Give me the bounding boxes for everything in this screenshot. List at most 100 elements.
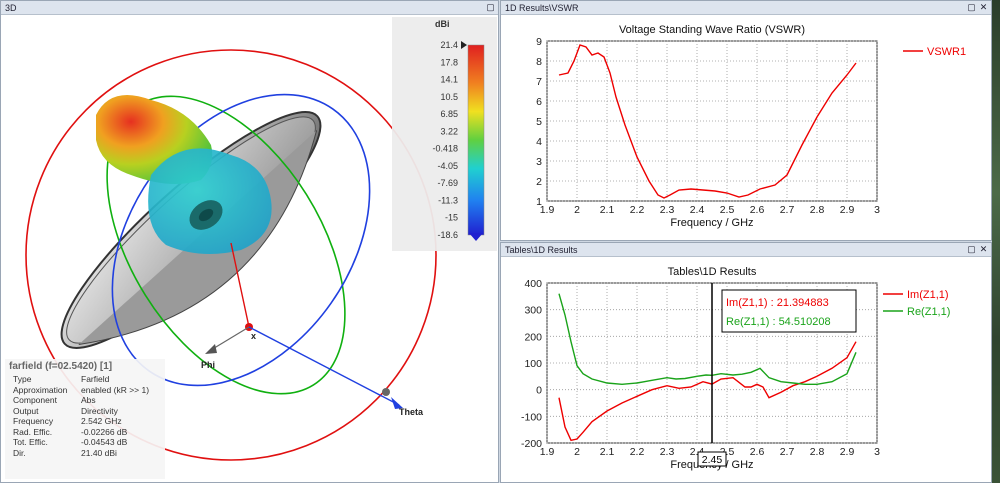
colorbar-bottom-arrow-icon xyxy=(469,233,483,241)
theta-circle-red xyxy=(25,49,437,461)
view-3d-title: 3D xyxy=(5,3,17,13)
info-row: Component Abs xyxy=(5,395,165,406)
phi-label: Phi xyxy=(201,360,215,370)
x-tick-label: 2.8 xyxy=(810,204,825,216)
info-value: Farfield xyxy=(81,374,110,384)
colorbar-ticks: 21.4 17.8 14.1 10.5 6.85 3.22 -0.418 -4.05 -7.69… xyxy=(432,40,458,240)
colorbar-unit: dBi xyxy=(435,19,450,29)
vswr-panel[interactable]: 1D Results\VSWR ▢ ✕ Voltage Standing Wav… xyxy=(500,0,992,241)
view-3d-panel[interactable]: 3D ▢ xyxy=(0,0,499,483)
x-tick-label: 2.1 xyxy=(600,204,615,216)
colorbar-tick-label: -18.6 xyxy=(437,230,458,240)
x-tick-label: 2.8 xyxy=(810,446,825,458)
x-axis-label: x xyxy=(251,331,256,341)
colorbar-tick-label: -4.05 xyxy=(437,161,458,171)
maximize-icon[interactable]: ▢ xyxy=(967,2,976,12)
theta-axis-line xyxy=(248,326,400,406)
y-tick-label: 6 xyxy=(536,96,542,108)
info-row: Tot. Effic. -0.04543 dB xyxy=(5,437,165,448)
chart-title: Tables\1D Results xyxy=(668,266,757,278)
maximize-icon[interactable]: ▢ xyxy=(967,244,976,254)
info-row: Type Farfield xyxy=(5,374,165,385)
info-value: enabled (kR >> 1) xyxy=(81,384,150,395)
y-tick-label: 9 xyxy=(536,36,542,48)
info-value: 2.542 GHz xyxy=(81,416,122,426)
farfield-info-box: farfield (f=02.5420) [1] Type Farfield App… xyxy=(5,359,165,479)
colorbar-tick-label: 14.1 xyxy=(440,75,458,85)
theta-arrow-icon xyxy=(391,397,403,409)
info-row: Output Directivity xyxy=(5,406,165,417)
farfield-3d-view[interactable]: x Phi Theta dBi 21.4 17.8 14.1 10.5 6.85 3.22… xyxy=(1,15,499,483)
marker-x-box xyxy=(697,451,727,467)
y-tick-label: 0 xyxy=(536,385,542,397)
colorbar-tick-label: 6.85 xyxy=(440,109,458,119)
info-value: -0.04543 dB xyxy=(81,437,128,447)
colorbar-tick-label: -11.3 xyxy=(438,195,458,205)
tables-panel[interactable]: Tables\1D Results ▢ ✕ Tables\1D Results 1… xyxy=(500,242,992,483)
y-tick-label: -100 xyxy=(521,411,542,423)
chart-title: Voltage Standing Wave Ratio (VSWR) xyxy=(619,24,805,36)
series-line[interactable] xyxy=(558,44,857,199)
info-key: Type xyxy=(13,374,32,384)
y-tick-label: 100 xyxy=(524,358,542,370)
maximize-icon[interactable]: ▢ xyxy=(486,2,495,12)
x-tick-label: 1.9 xyxy=(540,446,555,458)
x-tick-label: 3 xyxy=(874,204,880,216)
info-key: Component xyxy=(13,395,57,405)
theta-marker xyxy=(382,388,390,396)
x-tick-label: 2 xyxy=(574,204,580,216)
x-axis-label: Frequency / GHz xyxy=(670,217,753,229)
x-tick-label: 2.4 xyxy=(690,204,705,216)
marker-x-label: 2.45 xyxy=(702,454,723,466)
close-icon[interactable]: ✕ xyxy=(979,244,988,254)
x-tick-label: 2.6 xyxy=(750,204,765,216)
info-title: farfield (f=02.5420) [1] xyxy=(9,361,113,372)
x-tick-label: 2.2 xyxy=(630,446,645,458)
series-line[interactable] xyxy=(558,293,857,386)
colorbar-tick-label: 21.4 xyxy=(440,40,458,50)
marker-re-readout: Re(Z1,1) : 54.510208 xyxy=(726,316,831,328)
legend-label: VSWR1 xyxy=(927,46,966,58)
vswr-chart[interactable]: Voltage Standing Wave Ratio (VSWR) 1.9 2 2.… xyxy=(501,15,991,241)
y-tick-label: 2 xyxy=(536,176,542,188)
y-tick-label: 200 xyxy=(524,331,542,343)
info-value: Directivity xyxy=(81,405,118,416)
legend-label: Im(Z1,1) xyxy=(907,289,949,301)
phi-axis-line xyxy=(210,326,250,351)
marker-im-readout: Im(Z1,1) : 21.394883 xyxy=(726,297,829,309)
info-key: Tot. Effic. xyxy=(13,437,48,447)
info-key: Output xyxy=(13,405,39,416)
tables-panel-title: Tables\1D Results xyxy=(505,245,578,255)
info-key: Frequency xyxy=(13,416,54,426)
x-tick-label: 2 xyxy=(574,446,580,458)
x-tick-label: 2.3 xyxy=(660,204,675,216)
x-tick-label: 2.1 xyxy=(600,446,615,458)
x-tick-label: 2.7 xyxy=(780,446,795,458)
vswr-panel-title: 1D Results\VSWR xyxy=(505,3,579,13)
y-tick-label: 4 xyxy=(536,136,542,148)
desktop-edge xyxy=(992,0,1000,483)
colorbar-tick-label: -0.418 xyxy=(432,144,458,154)
x-tick-label: 2.2 xyxy=(630,204,645,216)
view-3d-titlebar: 3D ▢ xyxy=(1,1,498,15)
info-value: 21.40 dBi xyxy=(81,447,117,458)
vswr-titlebar: 1D Results\VSWR ▢ ✕ xyxy=(501,1,991,15)
x-tick-label: 2.3 xyxy=(660,446,675,458)
marker-readout-box xyxy=(721,289,857,333)
y-tick-label: 8 xyxy=(536,56,542,68)
info-key: Rad. Effic. xyxy=(13,426,53,437)
x-tick-label: 2.5 xyxy=(720,204,735,216)
colorbar-tick-label: -15 xyxy=(445,213,458,223)
phi-arrow-icon xyxy=(205,344,217,354)
x-tick-label: 2.9 xyxy=(840,446,855,458)
info-value: -0.02266 dB xyxy=(81,426,128,437)
colorbar-top-arrow-icon xyxy=(461,41,467,49)
colorbar-tick-label: 3.22 xyxy=(440,126,458,136)
x-tick-label: 3 xyxy=(874,446,880,458)
close-icon[interactable]: ✕ xyxy=(979,2,988,12)
info-key: Dir. xyxy=(13,447,26,458)
y-tick-label: 7 xyxy=(536,76,542,88)
info-row: Dir. 21.40 dBi xyxy=(5,448,165,459)
info-value: Abs xyxy=(81,395,96,405)
